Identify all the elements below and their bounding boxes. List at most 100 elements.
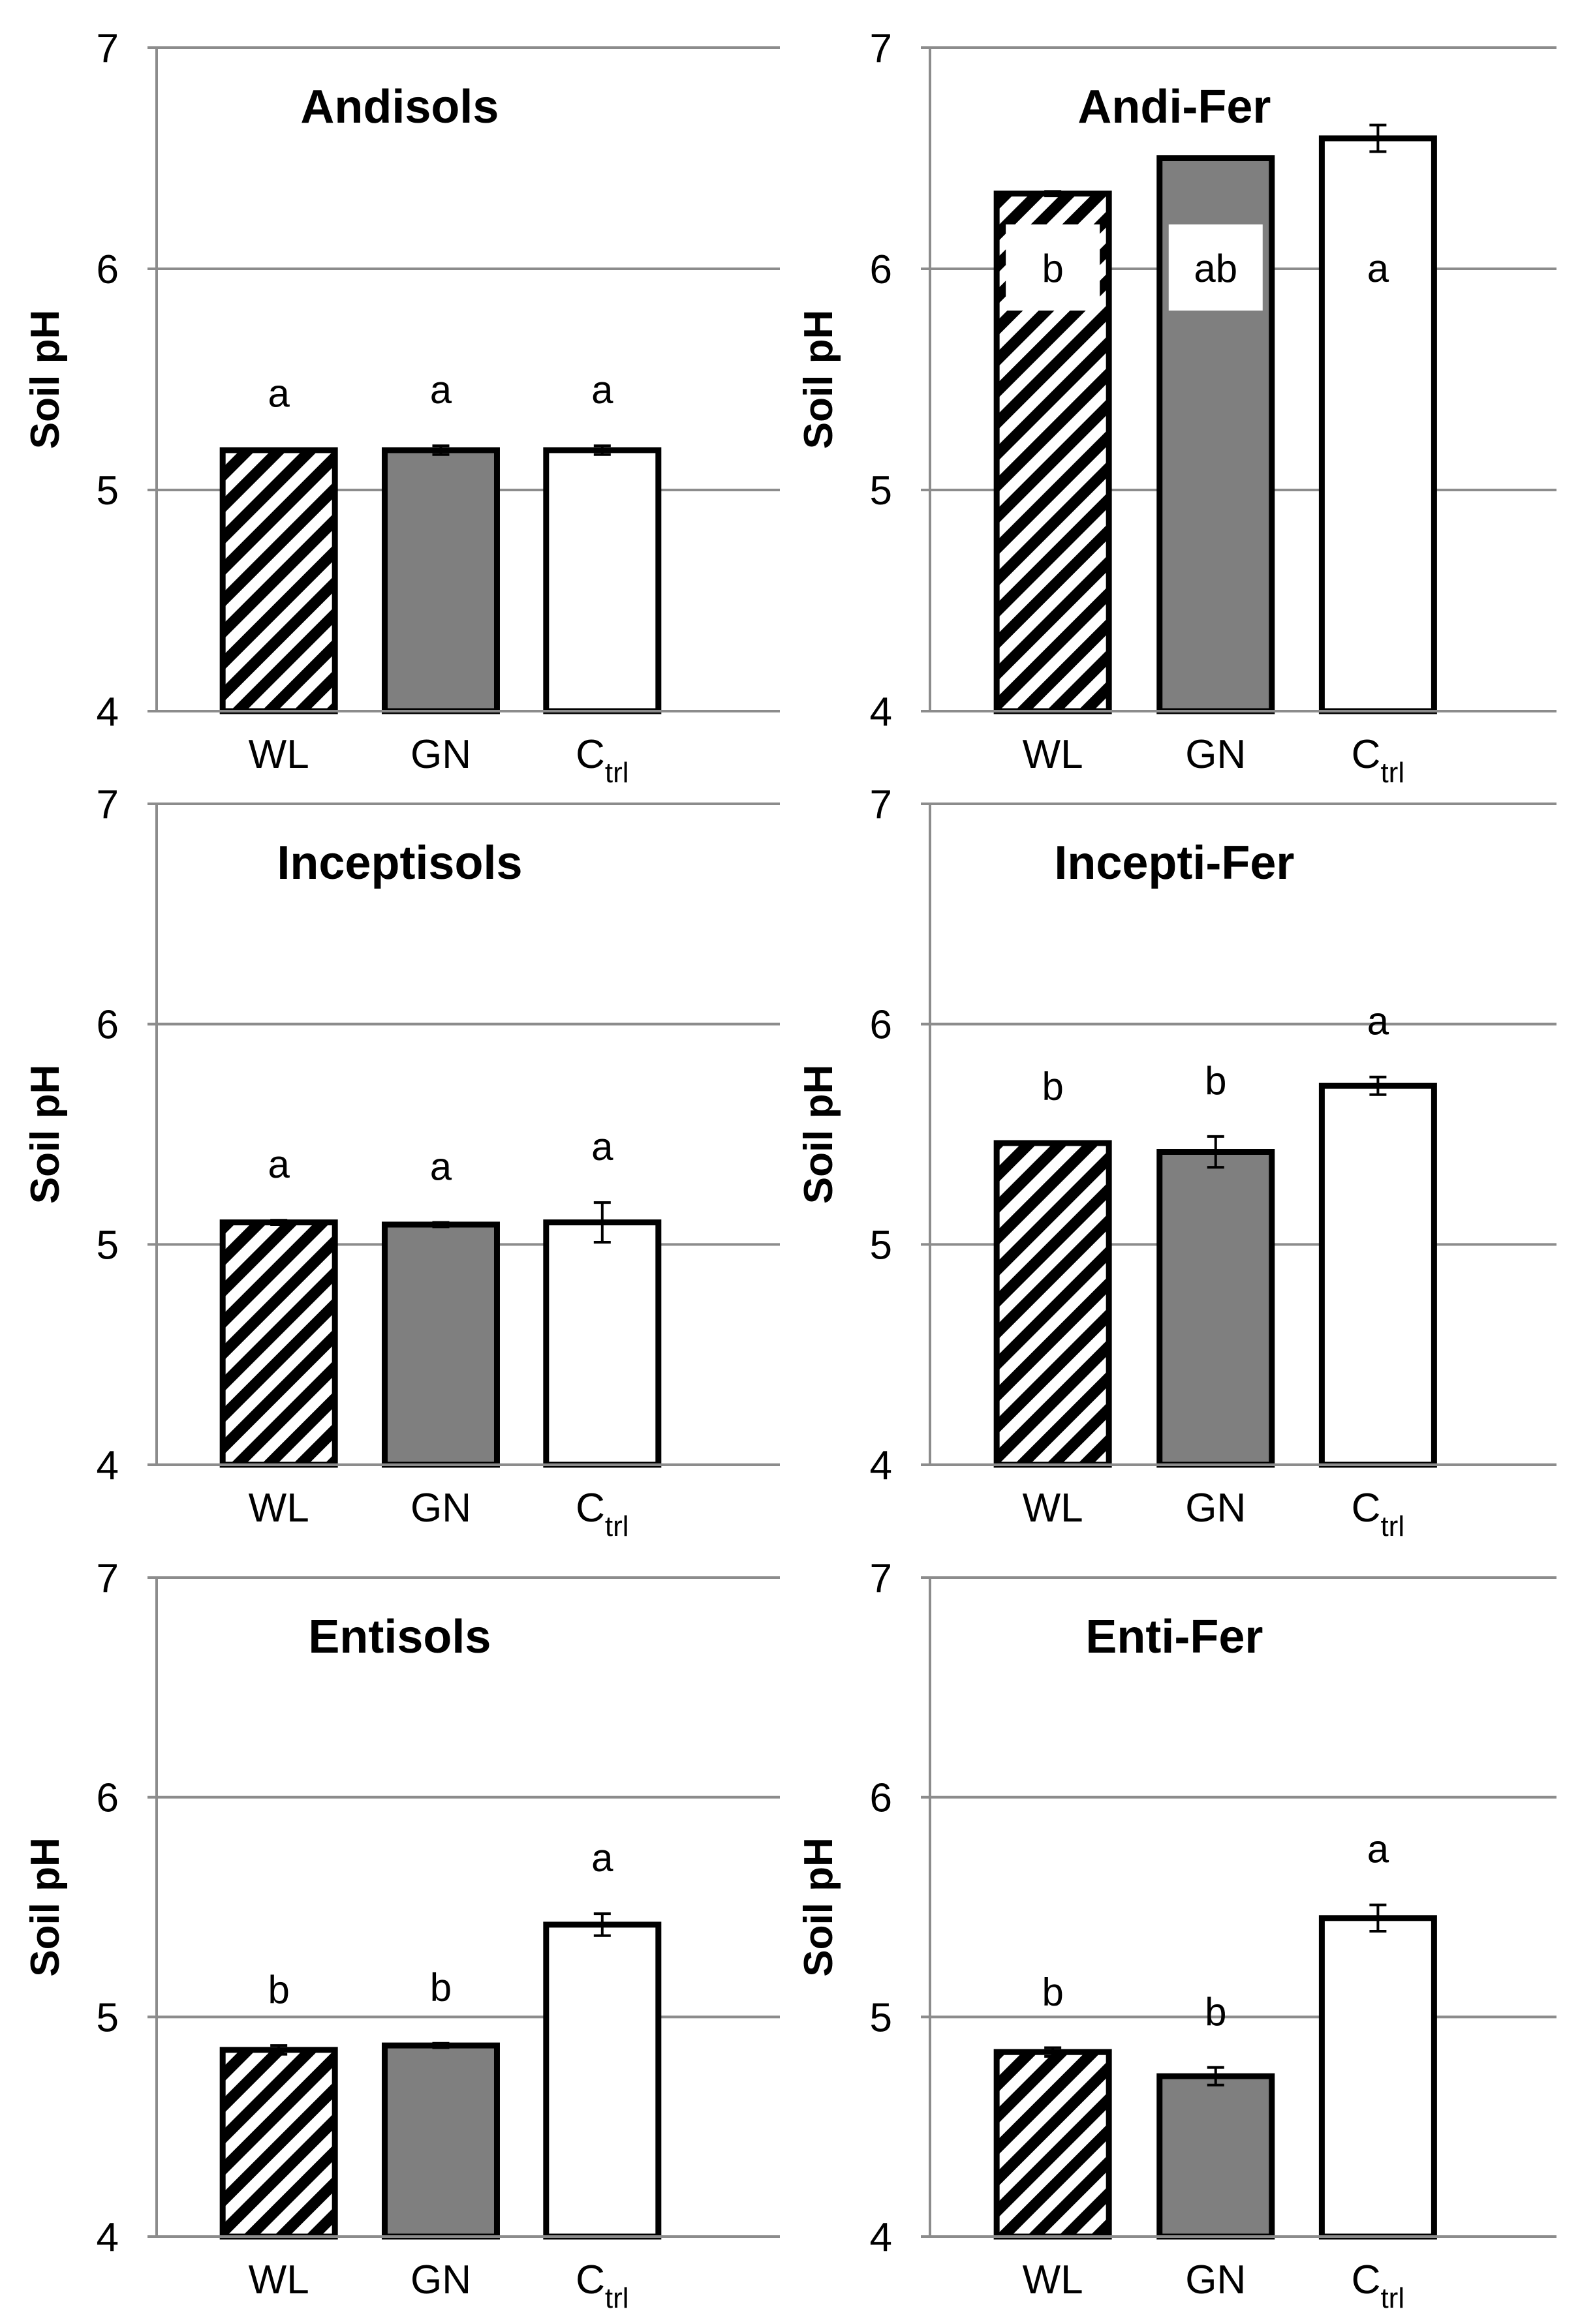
y-tick-label: 6 (97, 1776, 119, 1821)
significance-letter-ctrl: a (1367, 1000, 1389, 1043)
chart-panel-entisols: 4 5 6 7 Soil pH Entisols b WL b GN a Ctrl (23, 1556, 780, 2314)
x-tick-label-wl: WL (1023, 1486, 1083, 1531)
x-tick-main: WL (249, 1486, 309, 1531)
x-tick-main: WL (1023, 1486, 1083, 1531)
y-axis-label: Soil pH (23, 1837, 68, 1977)
x-tick-subscript: trl (605, 757, 629, 789)
y-tick-label: 6 (870, 1776, 892, 1821)
x-tick-main: C (576, 732, 605, 777)
x-tick-label-ctrl: Ctrl (1352, 2257, 1404, 2314)
y-axis-label: Soil pH (796, 310, 841, 450)
significance-letter-wl: b (1042, 247, 1063, 290)
chart-panel-inceptisols: 4 5 6 7 Soil pH Inceptisols a WL a GN a Ctrl (23, 782, 780, 1542)
bar-wl (993, 2049, 1112, 2240)
x-tick-label-ctrl: Ctrl (576, 2257, 628, 2314)
significance-letter-ctrl: a (591, 1836, 613, 1880)
y-axis-label: Soil pH (23, 310, 68, 450)
significance-letter-gn: a (430, 1145, 452, 1189)
bar-ctrl (543, 1219, 662, 1468)
significance-letter-ctrl: a (1367, 247, 1389, 290)
chart-title: Enti-Fer (1085, 1611, 1263, 1663)
significance-letter-ctrl: a (591, 368, 613, 412)
x-tick-label-ctrl: Ctrl (1352, 1486, 1404, 1542)
x-tick-main: C (576, 1486, 605, 1531)
sig-label-box (1006, 224, 1100, 311)
bar-gn (1156, 1149, 1275, 1468)
significance-letter-wl: b (1042, 1970, 1063, 2013)
significance-letter-gn: a (430, 368, 452, 412)
x-tick-label-gn: GN (410, 1486, 471, 1531)
chart-title: Andisols (300, 81, 499, 133)
significance-letter-gn: b (1205, 1990, 1226, 2034)
y-tick-label: 6 (97, 1003, 119, 1048)
x-tick-label-gn: GN (410, 732, 471, 777)
bar-wl (219, 1219, 338, 1468)
x-tick-main: GN (410, 1486, 471, 1531)
significance-letter-gn: b (430, 1966, 452, 2010)
chart-title: Andi-Fer (1077, 81, 1271, 133)
chart-title: Inceptisols (277, 837, 522, 889)
x-tick-main: C (1352, 732, 1381, 777)
y-tick-label: 7 (870, 1556, 892, 1601)
bar-wl (219, 2047, 338, 2240)
y-tick-label: 4 (870, 2215, 892, 2260)
bar-ctrl (1318, 135, 1437, 714)
y-tick-label: 7 (97, 782, 119, 827)
x-tick-main: GN (410, 2257, 471, 2302)
significance-letter-wl: b (1042, 1064, 1063, 1108)
x-tick-main: C (1352, 1486, 1381, 1531)
y-axis-label: Soil pH (796, 1837, 841, 1977)
chart-title: Entisols (308, 1611, 491, 1663)
y-axis-label: Soil pH (796, 1065, 841, 1204)
bar-gn (381, 1221, 500, 1468)
x-tick-label-wl: WL (249, 2257, 309, 2302)
x-tick-label-wl: WL (249, 732, 309, 777)
significance-letter-gn: ab (1194, 247, 1237, 290)
significance-letter-wl: b (268, 1968, 289, 2011)
x-tick-main: WL (1023, 732, 1083, 777)
y-tick-label: 4 (870, 690, 892, 735)
sig-label-box (1331, 224, 1425, 311)
y-tick-label: 4 (97, 2215, 119, 2260)
x-tick-label-wl: WL (1023, 732, 1083, 777)
x-tick-subscript: trl (1380, 2282, 1404, 2314)
x-tick-main: WL (1023, 2257, 1083, 2302)
bar-ctrl (1318, 1915, 1437, 2240)
chart-title: Incepti-Fer (1054, 837, 1294, 889)
x-tick-main: GN (1185, 1486, 1246, 1531)
y-tick-label: 7 (870, 26, 892, 71)
y-tick-label: 4 (97, 690, 119, 735)
chart-panel-andisols: 4 5 6 7 Soil pH Andisols a WL a GN a Ctrl (23, 26, 780, 789)
x-tick-main: C (1352, 2257, 1381, 2302)
x-tick-subscript: trl (1380, 757, 1404, 789)
x-tick-main: GN (1185, 2257, 1246, 2302)
x-tick-subscript: trl (605, 1510, 629, 1542)
chart-panel-andi-fer: 4 5 6 7 Soil pH Andi-Fer b WL ab GN a Ctrl (796, 26, 1556, 789)
y-tick-label: 5 (97, 468, 119, 513)
x-tick-label-gn: GN (1185, 1486, 1246, 1531)
bar-ctrl (543, 447, 662, 714)
bar-ctrl (543, 1921, 662, 2240)
bar-gn (1156, 2073, 1275, 2240)
y-tick-label: 7 (870, 782, 892, 827)
x-tick-subscript: trl (1380, 1510, 1404, 1542)
x-tick-main: C (576, 2257, 605, 2302)
y-tick-label: 5 (870, 1995, 892, 2040)
x-tick-label-ctrl: Ctrl (576, 1486, 628, 1542)
x-tick-label-ctrl: Ctrl (1352, 732, 1404, 789)
y-tick-label: 5 (97, 1995, 119, 2040)
y-tick-label: 5 (97, 1223, 119, 1268)
y-tick-label: 4 (870, 1443, 892, 1488)
x-tick-main: GN (1185, 732, 1246, 777)
y-tick-label: 6 (870, 247, 892, 292)
y-tick-label: 4 (97, 1443, 119, 1488)
x-tick-main: WL (249, 2257, 309, 2302)
sig-label-box (1168, 224, 1263, 311)
x-tick-label-ctrl: Ctrl (576, 732, 628, 789)
x-tick-label-gn: GN (1185, 732, 1246, 777)
x-tick-main: GN (410, 732, 471, 777)
bar-gn (381, 2042, 500, 2240)
bar-gn (381, 447, 500, 714)
bar-ctrl (1318, 1082, 1437, 1468)
y-axis-label: Soil pH (23, 1065, 68, 1204)
